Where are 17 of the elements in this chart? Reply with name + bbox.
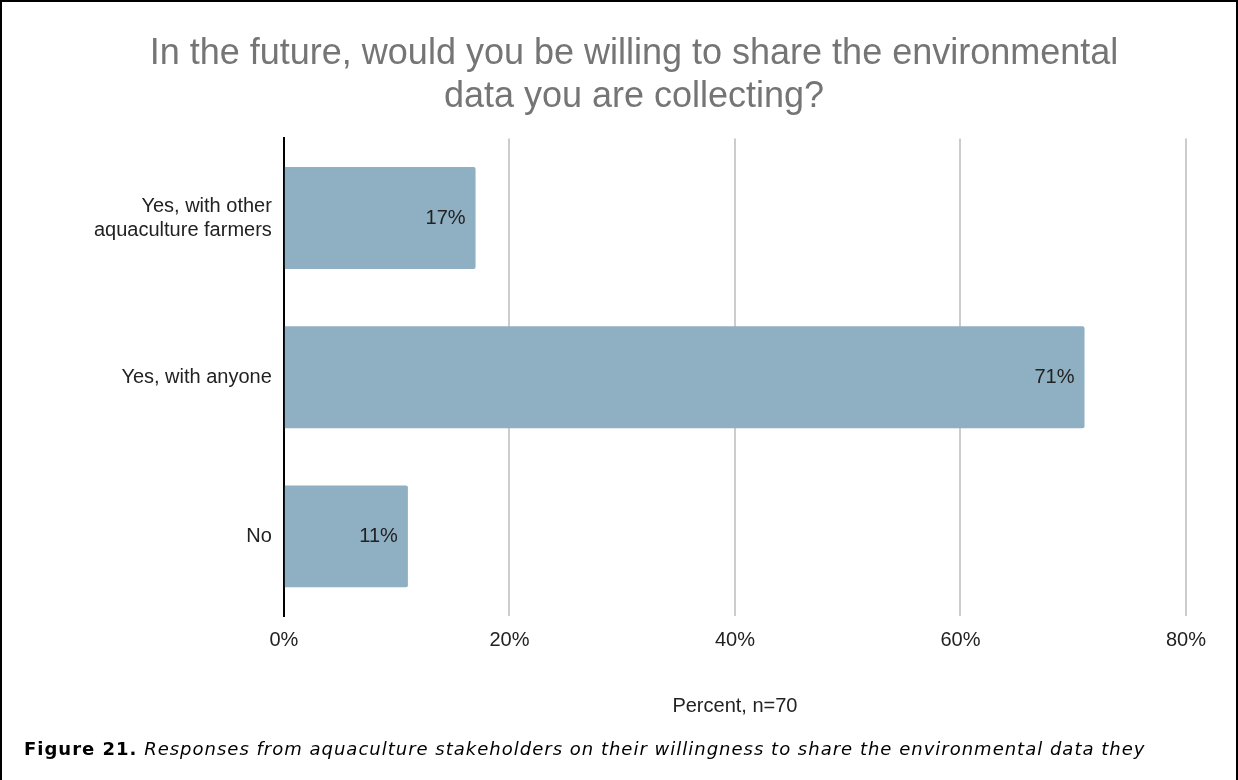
x-tick-label: 40%: [714, 627, 756, 650]
bar: [284, 167, 476, 269]
x-axis-title: Percent, n=70: [672, 693, 798, 716]
caption: Figure 21. Responses from aquaculture stakeholders on their willingness to share the environmental data they: [24, 738, 1146, 759]
data-label: 11%: [359, 523, 399, 546]
x-tick-label: 0%: [269, 627, 299, 650]
data-label: 17%: [425, 205, 466, 228]
data-label: 71%: [1034, 364, 1075, 387]
x-tick-label: 80%: [1165, 627, 1207, 650]
bar: [284, 485, 408, 588]
y-tick-label: Yes, with other aquaculture farmers: [93, 193, 273, 240]
y-tick-label: No: [246, 523, 272, 546]
x-tick-label: 20%: [489, 627, 530, 650]
bar: [284, 326, 1085, 429]
x-tick-label: 60%: [940, 627, 981, 650]
chart-title: In the future, would you be willing to share the environmental data you are collecting?: [149, 30, 1119, 115]
y-tick-label: Yes, with anyone: [121, 364, 272, 387]
